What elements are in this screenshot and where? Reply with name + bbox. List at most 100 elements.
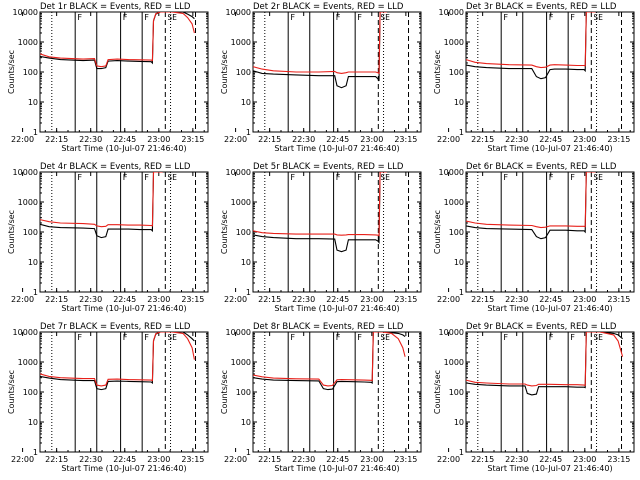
event-marker-label: F bbox=[549, 173, 554, 182]
panel-det7r: Det 7r BLACK = Events, RED = LLD 1 10 100 10… bbox=[7, 322, 209, 473]
x-tick-label: 22:45 bbox=[539, 455, 562, 464]
y-tick-label: 10000 bbox=[439, 168, 464, 177]
y-tick-label: 1000 bbox=[444, 358, 464, 367]
y-tick-label: 10 bbox=[28, 418, 38, 427]
x-tick-label: 23:00 bbox=[360, 455, 383, 464]
x-tick-label: 22:30 bbox=[505, 135, 528, 144]
x-tick-label: 23:00 bbox=[147, 135, 170, 144]
y-axis-label: Counts/sec bbox=[220, 50, 229, 94]
plot-frame bbox=[252, 331, 422, 453]
y-tick-label: 1 bbox=[246, 448, 251, 457]
event-marker-label: SE bbox=[593, 333, 603, 342]
y-tick-label: 100 bbox=[236, 388, 251, 397]
x-tick-label: 23:00 bbox=[147, 455, 170, 464]
plot-frame bbox=[39, 11, 209, 133]
x-tick-label: 23:15 bbox=[394, 135, 417, 144]
panel-det8r: Det 8r BLACK = Events, RED = LLD 1 10 100 10… bbox=[220, 322, 422, 473]
event-marker-label: F bbox=[123, 13, 128, 22]
y-tick-label: 1000 bbox=[231, 358, 251, 367]
y-tick-label: 10000 bbox=[13, 8, 38, 17]
event-marker-label: SE bbox=[167, 333, 177, 342]
event-marker-label: F bbox=[144, 13, 149, 22]
x-tick-label: 22:30 bbox=[79, 295, 102, 304]
x-tick-label: 22:15 bbox=[258, 135, 281, 144]
panel-title: Det 4r BLACK = Events, RED = LLD bbox=[40, 162, 191, 172]
series-line-lld bbox=[253, 12, 387, 75]
plot-frame bbox=[39, 331, 209, 453]
y-tick-label: 10000 bbox=[439, 328, 464, 337]
panel-title: Det 8r BLACK = Events, RED = LLD bbox=[253, 322, 404, 332]
x-tick-label: 23:00 bbox=[360, 295, 383, 304]
event-marker-label: F bbox=[503, 13, 508, 22]
panel-det2r: Det 2r BLACK = Events, RED = LLD 1 10 100 10… bbox=[220, 2, 422, 153]
event-marker-label: F bbox=[549, 13, 554, 22]
event-marker-label: F bbox=[570, 333, 575, 342]
plot-frame bbox=[39, 171, 209, 293]
x-axis-label: Start Time (10-Jul-07 21:46:40) bbox=[61, 464, 186, 473]
y-tick-label: 1 bbox=[33, 448, 38, 457]
x-tick-label: 22:45 bbox=[539, 135, 562, 144]
x-tick-label: 22:30 bbox=[79, 135, 102, 144]
series-line-lld bbox=[40, 332, 195, 387]
y-axis-label: Counts/sec bbox=[220, 370, 229, 414]
event-marker-label: SE bbox=[167, 173, 177, 182]
x-tick-label: 22:00 bbox=[224, 455, 247, 464]
x-axis-label: Start Time (10-Jul-07 21:46:40) bbox=[487, 464, 612, 473]
x-tick-label: 23:15 bbox=[181, 135, 204, 144]
x-axis-label: Start Time (10-Jul-07 21:46:40) bbox=[274, 464, 399, 473]
x-tick-label: 22:30 bbox=[79, 455, 102, 464]
x-tick-label: 22:00 bbox=[224, 135, 247, 144]
series-line-lld bbox=[466, 332, 624, 387]
panel-title: Det 7r BLACK = Events, RED = LLD bbox=[40, 322, 191, 332]
x-axis-label: Start Time (10-Jul-07 21:46:40) bbox=[487, 144, 612, 153]
event-marker-label: F bbox=[570, 173, 575, 182]
series-line-events bbox=[40, 332, 195, 391]
event-marker-label: F bbox=[290, 333, 295, 342]
x-tick-label: 22:30 bbox=[292, 135, 315, 144]
panel-title: Det 2r BLACK = Events, RED = LLD bbox=[253, 2, 404, 12]
event-marker-label: SE bbox=[380, 173, 390, 182]
x-tick-label: 22:15 bbox=[258, 295, 281, 304]
event-marker-label: F bbox=[290, 13, 295, 22]
panel-title: Det 5r BLACK = Events, RED = LLD bbox=[253, 162, 404, 172]
event-marker-label: SE bbox=[380, 333, 390, 342]
event-marker-label: F bbox=[549, 333, 554, 342]
panel-det3r: Det 3r BLACK = Events, RED = LLD 1 10 100 10… bbox=[433, 2, 635, 153]
y-tick-label: 10 bbox=[28, 258, 38, 267]
x-tick-label: 23:00 bbox=[360, 135, 383, 144]
series-line-lld bbox=[40, 172, 163, 228]
y-tick-label: 1000 bbox=[18, 358, 38, 367]
event-marker-label: SE bbox=[593, 173, 603, 182]
plot-frame bbox=[252, 171, 422, 293]
x-axis-label: Start Time (10-Jul-07 21:46:40) bbox=[274, 304, 399, 313]
panel-title: Det 6r BLACK = Events, RED = LLD bbox=[466, 162, 617, 172]
series-line-events bbox=[40, 12, 195, 70]
y-tick-label: 100 bbox=[23, 388, 38, 397]
y-tick-label: 100 bbox=[23, 68, 38, 77]
y-tick-label: 10 bbox=[454, 98, 464, 107]
series-line-lld bbox=[466, 12, 596, 69]
event-marker-label: F bbox=[123, 173, 128, 182]
y-axis-label: Counts/sec bbox=[433, 50, 442, 94]
x-tick-label: 22:15 bbox=[258, 455, 281, 464]
x-tick-label: 23:00 bbox=[573, 455, 596, 464]
x-tick-label: 23:00 bbox=[573, 135, 596, 144]
panel-det9r: Det 9r BLACK = Events, RED = LLD 1 10 100 10… bbox=[433, 322, 635, 473]
y-tick-label: 1000 bbox=[18, 198, 38, 207]
x-tick-label: 22:30 bbox=[292, 295, 315, 304]
x-tick-label: 22:45 bbox=[113, 135, 136, 144]
x-tick-label: 22:45 bbox=[326, 455, 349, 464]
x-tick-label: 22:45 bbox=[113, 455, 136, 464]
y-tick-label: 1000 bbox=[231, 198, 251, 207]
y-tick-label: 1 bbox=[459, 448, 464, 457]
x-tick-label: 23:15 bbox=[181, 295, 204, 304]
series-line-events bbox=[253, 332, 406, 391]
x-tick-label: 23:15 bbox=[181, 455, 204, 464]
y-axis-label: Counts/sec bbox=[7, 210, 16, 254]
x-tick-label: 22:00 bbox=[437, 135, 460, 144]
y-tick-label: 1 bbox=[246, 128, 251, 137]
x-tick-label: 22:45 bbox=[539, 295, 562, 304]
x-tick-label: 22:00 bbox=[224, 295, 247, 304]
x-tick-label: 23:15 bbox=[394, 455, 417, 464]
x-tick-label: 22:15 bbox=[471, 455, 494, 464]
